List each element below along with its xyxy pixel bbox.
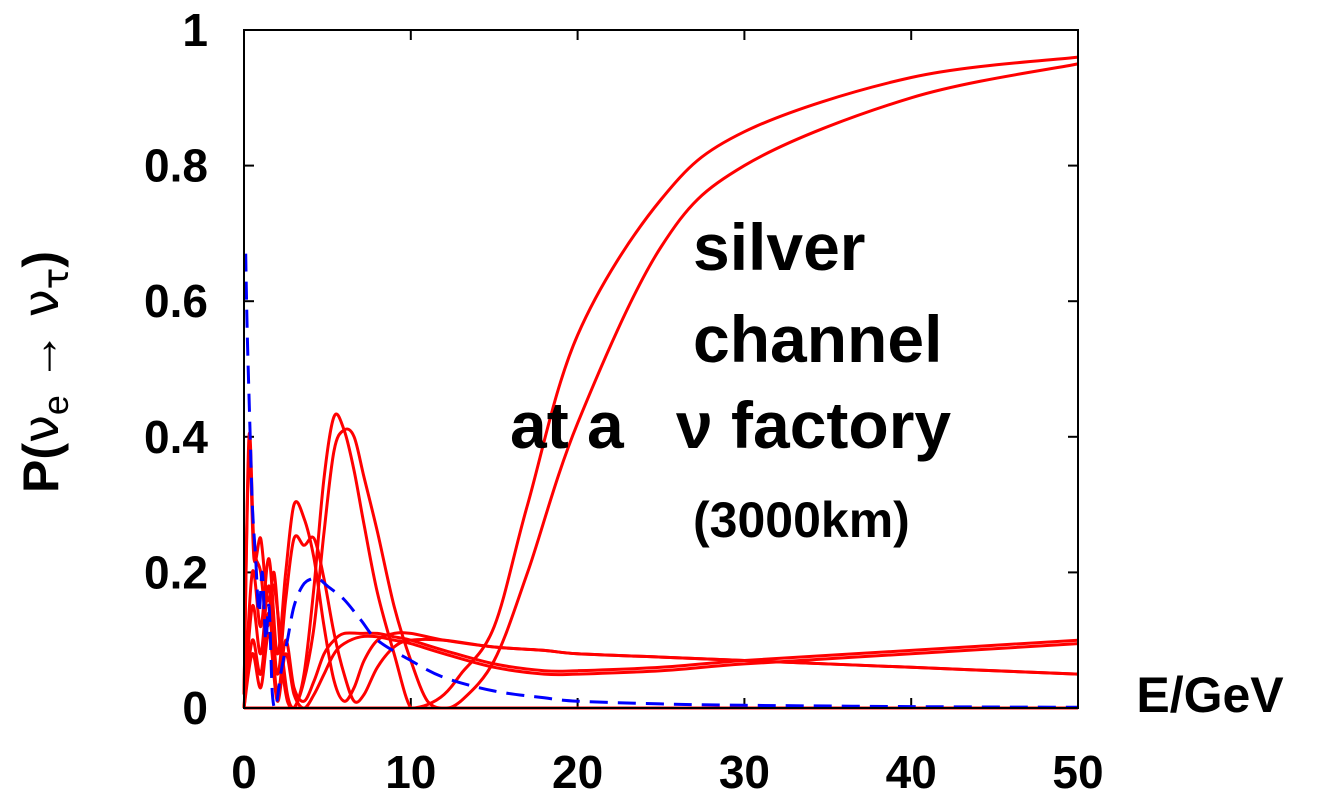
y-label-nu2: ν	[12, 289, 70, 317]
x-tick-label: 40	[886, 746, 937, 795]
y-label-nu1: ν	[12, 415, 70, 443]
y-tick-label: 0.4	[144, 411, 208, 463]
y-label-suffix: )	[13, 251, 69, 268]
annotation-channel: channel	[693, 302, 942, 376]
dashed-series-line	[244, 253, 1079, 710]
y-label-sub2: τ	[36, 268, 77, 290]
solid-series-line	[242, 55, 1079, 710]
y-axis-label: P(νe → ντ)	[12, 251, 77, 493]
x-tick-label: 30	[719, 746, 770, 795]
y-tick-label: 1	[182, 4, 208, 56]
annotation-at-a: at a	[510, 388, 625, 462]
y-label-arrow: →	[13, 317, 69, 395]
series-layer	[242, 55, 1079, 710]
y-tick-label: 0.6	[144, 275, 208, 327]
y-tick-label: 0.8	[144, 140, 208, 192]
solid-series-line	[242, 631, 1079, 710]
y-tick-label: 0.2	[144, 546, 208, 598]
annotation-silver: silver	[693, 210, 865, 284]
solid-series-line	[242, 500, 1079, 709]
solid-series-line	[242, 534, 1079, 709]
y-label-prefix: P(	[13, 443, 69, 493]
x-tick-label: 10	[385, 746, 436, 795]
tick-labels: 0 10 20 30 40 50 0 0.2 0.4 0.6 0.8 1	[144, 4, 1104, 795]
x-tick-label: 0	[231, 746, 257, 795]
solid-series-line	[242, 62, 1079, 710]
plot-frame	[243, 29, 1079, 709]
y-label-sub1: e	[35, 395, 76, 415]
x-axis-label: E/GeV	[1136, 667, 1284, 723]
annotation-baseline: (3000km)	[693, 492, 910, 548]
tick-marks	[243, 29, 1079, 709]
solid-series-line	[242, 611, 1079, 709]
y-tick-label: 0	[182, 682, 208, 734]
x-tick-label: 50	[1052, 746, 1103, 795]
x-tick-label: 20	[552, 746, 603, 795]
annotation-nu-factory: ν factory	[676, 388, 951, 462]
